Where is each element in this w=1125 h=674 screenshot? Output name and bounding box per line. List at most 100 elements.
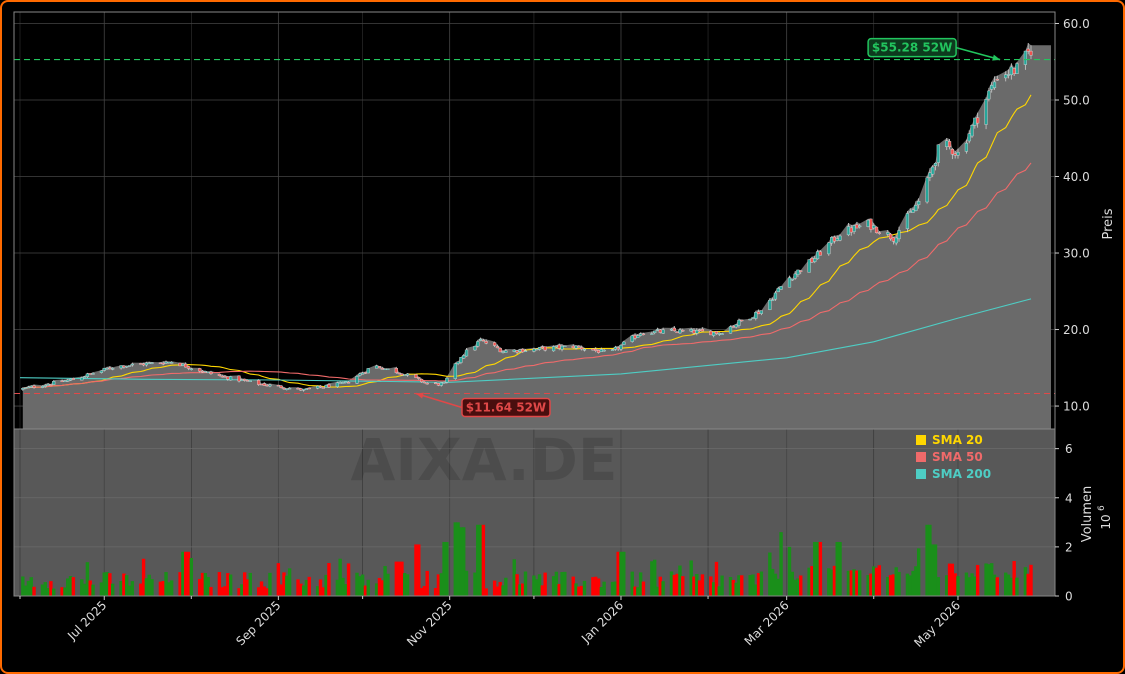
- candle-body: [956, 151, 960, 156]
- volume-bar: [945, 575, 949, 596]
- candle-body: [237, 375, 241, 382]
- legend-label-sma200: SMA 200: [932, 467, 991, 481]
- volume-bar: [613, 581, 618, 596]
- volume-bar: [492, 580, 497, 596]
- candle-body: [928, 172, 932, 178]
- candle-body: [302, 388, 306, 391]
- candle-body: [874, 226, 879, 233]
- volume-bar: [751, 574, 755, 596]
- candle-body: [1026, 48, 1030, 52]
- candle-body: [91, 373, 95, 375]
- volume-bar: [877, 565, 882, 596]
- candle-body: [891, 237, 895, 242]
- candle-body: [49, 384, 53, 386]
- volume-bar: [237, 588, 241, 596]
- candle-body: [655, 329, 660, 331]
- volume-tick-label: 4: [1065, 491, 1073, 505]
- volume-bar: [338, 558, 342, 596]
- candle-body: [953, 153, 957, 156]
- price-tick-label: 50.0: [1063, 93, 1090, 107]
- volume-bar: [894, 567, 898, 596]
- volume-bar: [498, 582, 502, 596]
- candle-body: [122, 365, 126, 368]
- candle-body: [186, 366, 191, 369]
- volume-bar: [276, 563, 281, 596]
- candle-body: [189, 368, 193, 370]
- volume-bar: [436, 574, 441, 596]
- volume-bar: [119, 581, 123, 596]
- candle-body: [661, 329, 665, 334]
- volume-bar: [169, 580, 174, 596]
- volume-tick-label: 6: [1065, 442, 1073, 456]
- volume-bar: [248, 572, 252, 596]
- volume-bar: [849, 570, 853, 596]
- volume-bar: [147, 574, 151, 596]
- volume-bar: [139, 583, 143, 596]
- volume-bar: [360, 574, 365, 596]
- volume-bar: [422, 585, 427, 596]
- volume-bar: [658, 576, 662, 596]
- candle-body: [141, 363, 146, 366]
- candle-body: [68, 378, 73, 381]
- candle-body: [85, 373, 89, 377]
- volume-bar: [577, 586, 581, 596]
- candle-body: [779, 286, 783, 290]
- candle-body: [532, 348, 536, 352]
- candle-body: [493, 342, 497, 346]
- candle-body: [198, 368, 202, 372]
- candle-body: [518, 349, 522, 352]
- candle-body: [394, 368, 398, 373]
- volume-bar: [681, 576, 685, 596]
- volume-bar: [52, 588, 56, 596]
- volume-bar: [130, 581, 135, 596]
- candle-body: [636, 335, 640, 338]
- candle-body: [102, 367, 106, 371]
- volume-bar: [675, 573, 679, 596]
- candle-body: [633, 335, 637, 339]
- candle-body: [574, 345, 578, 349]
- candle-body: [771, 299, 775, 301]
- volume-bar: [874, 567, 879, 596]
- volume-bar: [950, 563, 955, 596]
- volume-bar: [164, 572, 168, 596]
- candle-body: [200, 371, 205, 373]
- candle-body: [756, 311, 761, 315]
- volume-bar: [442, 541, 446, 596]
- volume-bar: [717, 586, 721, 596]
- volume-bar: [189, 557, 194, 596]
- volume-bar: [928, 524, 932, 596]
- candle-body: [417, 377, 421, 379]
- candle-body: [681, 330, 685, 332]
- volume-bar: [181, 551, 185, 596]
- volume-bar: [908, 575, 912, 596]
- candle-body: [813, 258, 817, 262]
- candle-body: [125, 365, 129, 368]
- candle-body: [341, 382, 345, 384]
- volume-bar: [327, 563, 331, 596]
- volume-bar: [523, 571, 528, 596]
- candle-body: [304, 388, 309, 390]
- volume-bar: [714, 561, 719, 596]
- volume-bar: [661, 581, 665, 596]
- candle-body: [422, 381, 426, 384]
- candle-body: [501, 351, 505, 353]
- volume-bar: [383, 566, 387, 596]
- plot-border: [13, 11, 1056, 597]
- volume-bar: [689, 560, 693, 596]
- volume-bar: [464, 570, 469, 596]
- candle-body: [970, 125, 974, 137]
- x-tick-label: Sep 2025: [233, 598, 283, 648]
- volume-bar: [633, 586, 637, 596]
- candle-body: [119, 365, 123, 369]
- candle-body: [405, 373, 410, 376]
- candle-body: [1004, 74, 1008, 79]
- volume-bar: [1015, 577, 1019, 596]
- volume-bar: [737, 575, 741, 596]
- sma-line-2: [19, 298, 1032, 383]
- candle-body: [346, 382, 351, 384]
- volume-bar: [127, 585, 132, 596]
- volume-bar: [417, 544, 421, 596]
- volume-bar: [335, 579, 340, 596]
- candle-body: [425, 382, 429, 385]
- volume-bar: [987, 564, 991, 596]
